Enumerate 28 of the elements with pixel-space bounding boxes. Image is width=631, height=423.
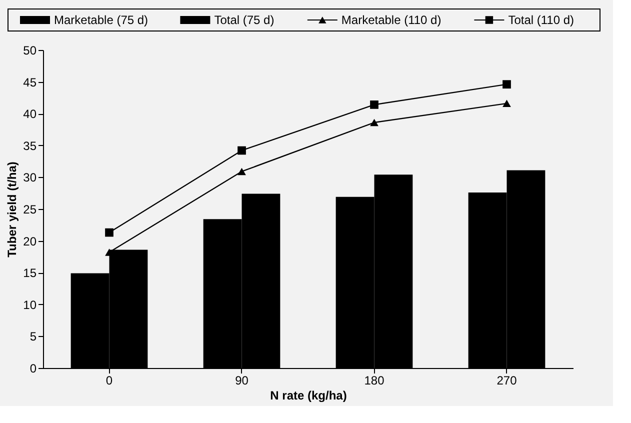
x-tick-label: 180 (364, 374, 385, 388)
y-tick-label: 25 (23, 202, 37, 216)
y-tick-label: 10 (23, 298, 37, 312)
y-tick-label: 30 (23, 170, 37, 185)
point (370, 100, 378, 109)
legend-label: Total (75 d) (214, 13, 274, 27)
y-tick-label: 0 (30, 362, 37, 376)
point (238, 146, 246, 155)
x-axis-title: N rate (kg/ha) (270, 388, 347, 402)
y-tick-label: 45 (23, 75, 37, 90)
point (105, 228, 114, 237)
point (502, 80, 511, 89)
y-axis-title: Tuber yield (t/ha) (5, 162, 20, 258)
legend-label: Total (110 d) (508, 13, 574, 27)
legend-label: Marketable (75 d) (54, 13, 148, 27)
point (502, 100, 511, 108)
y-tick-label: 15 (23, 266, 37, 280)
y-tick-label: 5 (30, 330, 37, 344)
point (370, 118, 378, 126)
y-tick-label: 40 (23, 107, 37, 122)
x-tick-label: 90 (235, 374, 249, 388)
legend-label: Marketable (110 d) (341, 13, 442, 27)
y-tick-label: 20 (23, 234, 37, 248)
x-tick-label: 0 (106, 374, 113, 388)
point (238, 168, 246, 176)
x-tick-label: 270 (496, 374, 518, 388)
y-tick-label: 50 (23, 44, 37, 58)
y-tick-label: 35 (23, 138, 37, 153)
